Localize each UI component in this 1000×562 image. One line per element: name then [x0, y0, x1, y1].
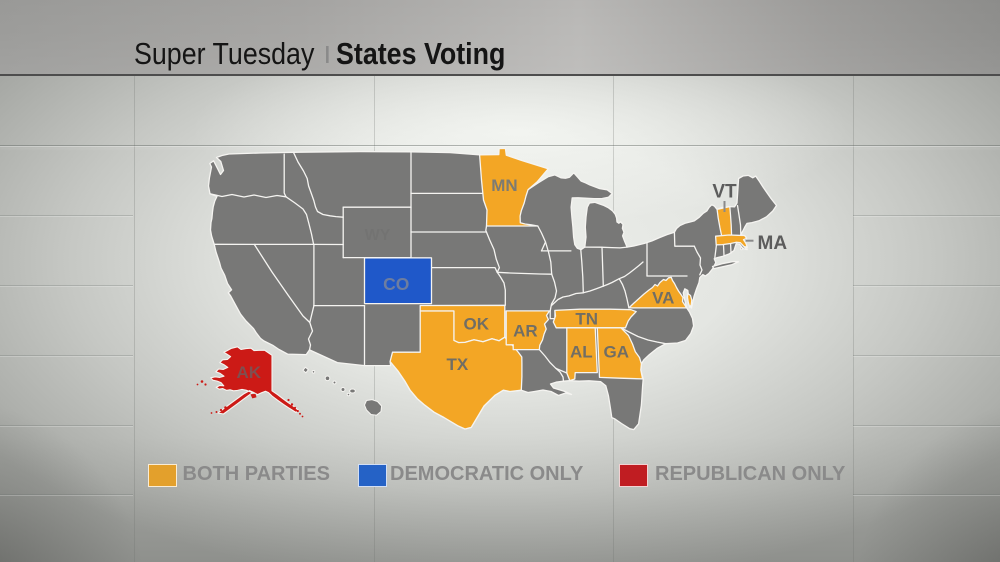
svg-text:TX: TX [447, 355, 469, 374]
svg-text:AK: AK [237, 363, 262, 382]
svg-text:WY: WY [365, 227, 391, 244]
svg-text:GA: GA [604, 342, 630, 361]
svg-text:AL: AL [570, 342, 593, 361]
svg-text:VT: VT [712, 182, 737, 203]
svg-text:CO: CO [383, 274, 409, 294]
svg-text:MA: MA [758, 233, 788, 254]
svg-text:AR: AR [513, 322, 538, 341]
svg-text:MN: MN [491, 176, 517, 195]
svg-text:TN: TN [575, 310, 598, 329]
svg-text:OK: OK [464, 314, 490, 333]
svg-text:VA: VA [652, 288, 674, 307]
